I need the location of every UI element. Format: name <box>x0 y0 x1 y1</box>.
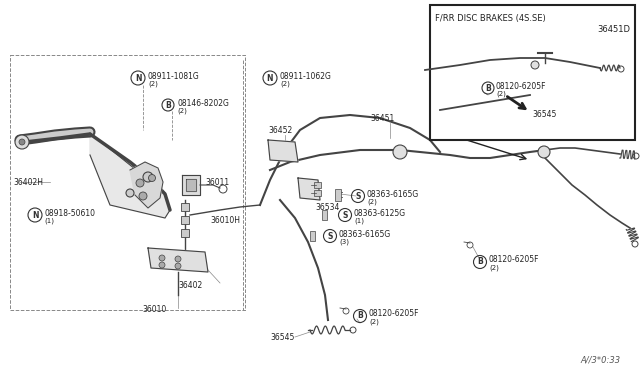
Text: (2): (2) <box>367 199 377 205</box>
Circle shape <box>19 139 25 145</box>
Polygon shape <box>148 248 208 272</box>
Circle shape <box>148 174 156 182</box>
Polygon shape <box>298 178 320 200</box>
Text: (2): (2) <box>369 319 379 325</box>
Bar <box>314 182 321 188</box>
Text: 36011: 36011 <box>205 177 229 186</box>
Bar <box>181 203 189 211</box>
Bar <box>310 231 315 241</box>
Text: B: B <box>477 257 483 266</box>
Circle shape <box>139 192 147 200</box>
Text: 08363-6125G: 08363-6125G <box>354 208 406 218</box>
Polygon shape <box>182 175 200 195</box>
Text: 08911-1062G: 08911-1062G <box>280 71 332 80</box>
Text: 36545: 36545 <box>532 109 556 119</box>
Bar <box>335 189 341 201</box>
Text: S: S <box>355 192 361 201</box>
Text: 08120-6205F: 08120-6205F <box>369 310 419 318</box>
Text: S: S <box>342 211 348 219</box>
Text: B: B <box>165 100 171 109</box>
Circle shape <box>126 189 134 197</box>
Bar <box>181 216 189 224</box>
Bar <box>181 229 189 237</box>
Circle shape <box>15 135 29 149</box>
Text: (1): (1) <box>44 218 54 224</box>
Text: (2): (2) <box>177 108 187 114</box>
Text: N: N <box>267 74 273 83</box>
Polygon shape <box>268 140 298 162</box>
Text: 08120-6205F: 08120-6205F <box>496 81 547 90</box>
Bar <box>322 210 327 220</box>
Text: 08918-50610: 08918-50610 <box>44 208 95 218</box>
Text: 36402: 36402 <box>178 280 202 289</box>
Text: 08911-1081G: 08911-1081G <box>148 71 200 80</box>
Bar <box>430 5 635 140</box>
Text: N: N <box>135 74 141 83</box>
Circle shape <box>143 172 153 182</box>
Circle shape <box>175 256 181 262</box>
Circle shape <box>175 263 181 269</box>
Text: 36402H: 36402H <box>13 177 43 186</box>
Circle shape <box>393 145 407 159</box>
Polygon shape <box>186 179 196 191</box>
Text: N: N <box>32 211 38 219</box>
Text: 08120-6205F: 08120-6205F <box>489 256 540 264</box>
Polygon shape <box>130 162 163 208</box>
Text: 08363-6165G: 08363-6165G <box>339 230 391 238</box>
Circle shape <box>136 179 144 187</box>
Polygon shape <box>90 133 170 218</box>
Text: (2): (2) <box>280 81 290 87</box>
Text: 36451D: 36451D <box>597 25 630 33</box>
Text: 36452: 36452 <box>268 125 292 135</box>
Circle shape <box>531 61 539 69</box>
Text: B: B <box>357 311 363 321</box>
Text: A//3*0:33: A//3*0:33 <box>580 356 620 365</box>
Text: (2): (2) <box>148 81 158 87</box>
Text: (1): (1) <box>354 218 364 224</box>
Circle shape <box>159 262 165 268</box>
Text: 36534: 36534 <box>315 202 339 212</box>
Text: (2): (2) <box>489 265 499 271</box>
Text: 36010: 36010 <box>143 305 167 314</box>
Text: (3): (3) <box>339 239 349 245</box>
Text: 36451: 36451 <box>370 113 394 122</box>
Circle shape <box>538 146 550 158</box>
Text: 36010H: 36010H <box>210 215 240 224</box>
Text: F/RR DISC BRAKES (4S.SE): F/RR DISC BRAKES (4S.SE) <box>435 13 546 22</box>
Text: S: S <box>327 231 333 241</box>
Text: 36545: 36545 <box>270 333 294 341</box>
Circle shape <box>159 255 165 261</box>
Text: (2): (2) <box>496 91 506 97</box>
Text: 08146-8202G: 08146-8202G <box>177 99 229 108</box>
Text: B: B <box>485 83 491 93</box>
Text: 08363-6165G: 08363-6165G <box>367 189 419 199</box>
Bar <box>314 190 321 196</box>
